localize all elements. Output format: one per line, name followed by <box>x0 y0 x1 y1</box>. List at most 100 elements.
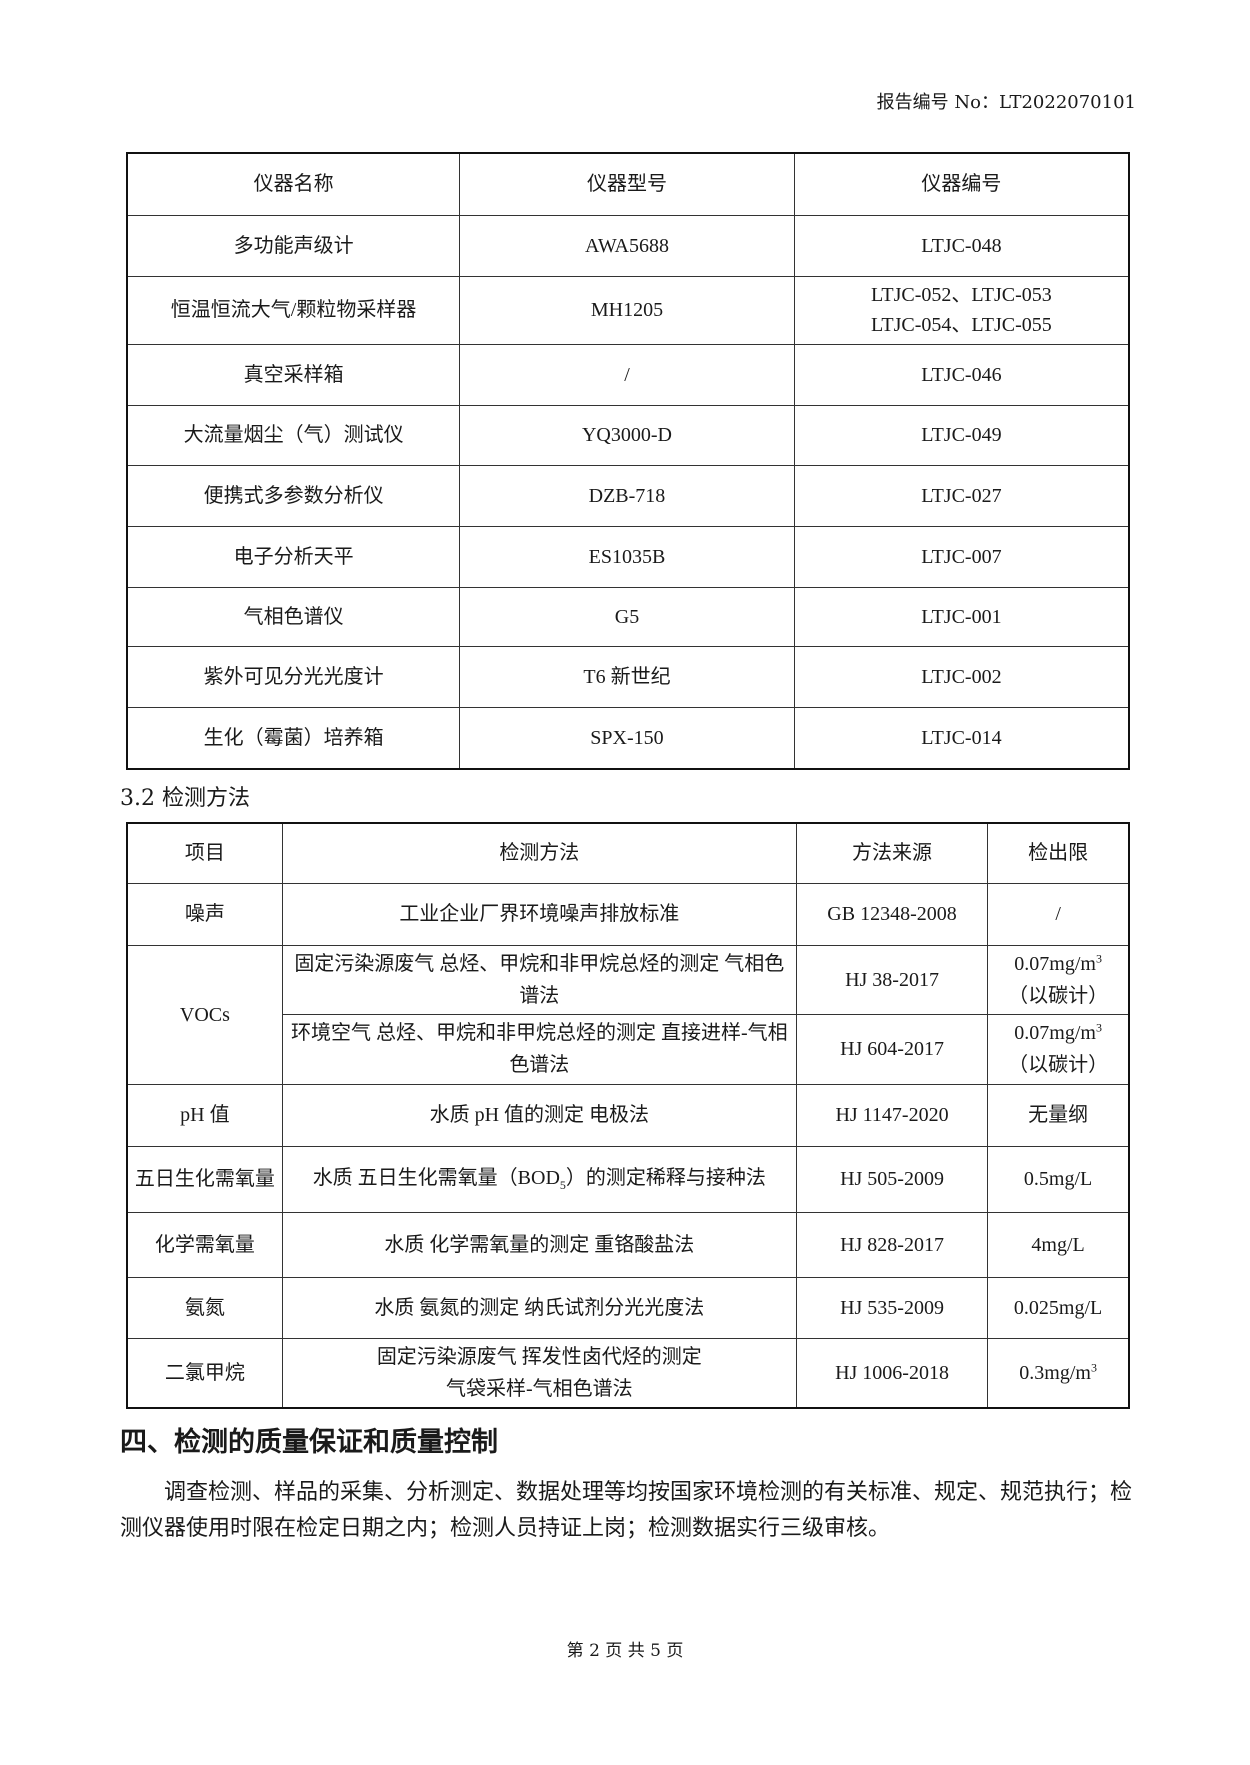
cell: HJ 505-2009 <box>795 1145 989 1213</box>
cell: AWA5688 <box>459 214 795 277</box>
report-number: 报告编号 No：LT2022070101 <box>876 92 1136 113</box>
table-row: 二氯甲烷 固定污染源废气 挥发性卤代烃的测定 气袋采样-气相色谱法 HJ 1006… <box>126 1337 1130 1409</box>
cell: LTJC-001 <box>793 586 1130 647</box>
cell: 二氯甲烷 <box>126 1337 283 1409</box>
cell: LTJC-049 <box>793 404 1130 466</box>
column-header: 检测方法 <box>281 822 797 884</box>
column-header: 仪器型号 <box>459 152 795 216</box>
cell: 大流量烟尘（气）测试仪 <box>126 404 461 466</box>
serial-line: LTJC-052、LTJC-053 <box>871 284 1052 306</box>
cell: 真空采样箱 <box>126 343 461 406</box>
cell: 0.5mg/L <box>987 1145 1130 1213</box>
cell: 噪声 <box>126 882 283 946</box>
cell: 多功能声级计 <box>126 214 461 277</box>
column-header: 仪器名称 <box>126 152 461 216</box>
cell: 生化（霉菌）培养箱 <box>126 706 461 770</box>
superscript: 3 <box>1095 950 1102 965</box>
cell: HJ 828-2017 <box>795 1211 989 1278</box>
cell: HJ 535-2009 <box>795 1276 989 1339</box>
cell: G5 <box>459 586 795 647</box>
cell: LTJC-027 <box>793 464 1130 527</box>
table-row: 恒温恒流大气/颗粒物采样器 MH1205 LTJC-052、LTJC-053 LTJC… <box>126 275 1130 345</box>
table-row: 便携式多参数分析仪 DZB-718 LTJC-027 <box>126 464 1130 527</box>
cell: 4mg/L <box>987 1211 1130 1278</box>
cell: LTJC-007 <box>793 525 1130 588</box>
limit: 0.07mg/m <box>1014 1022 1096 1044</box>
cell: 氨氮 <box>126 1276 283 1339</box>
cell: 便携式多参数分析仪 <box>126 464 461 527</box>
table-row: 气相色谱仪 G5 LTJC-001 <box>126 586 1130 647</box>
column-header: 仪器编号 <box>793 152 1130 216</box>
column-header: 方法来源 <box>795 822 989 884</box>
table-row: 大流量烟尘（气）测试仪 YQ3000-D LTJC-049 <box>126 404 1130 466</box>
table-row: 生化（霉菌）培养箱 SPX-150 LTJC-014 <box>126 706 1130 770</box>
instrument-table: 仪器名称 仪器型号 仪器编号 多功能声级计 AWA5688 LTJC-048 恒温恒流大气/… <box>126 152 1130 770</box>
cell: DZB-718 <box>459 464 795 527</box>
table-row: 电子分析天平 ES1035B LTJC-007 <box>126 525 1130 588</box>
cell: LTJC-052、LTJC-053 LTJC-054、LTJC-055 <box>793 275 1130 345</box>
serial-line: LTJC-054、LTJC-055 <box>871 314 1052 336</box>
cell: 水质 氨氮的测定 纳氏试剂分光光度法 <box>281 1276 797 1339</box>
cell: HJ 1147-2020 <box>795 1083 989 1147</box>
table-row: 噪声 工业企业厂界环境噪声排放标准 GB 12348-2008 / <box>126 882 1130 946</box>
table-row: 氨氮 水质 氨氮的测定 纳氏试剂分光光度法 HJ 535-2009 0.025m… <box>126 1276 1130 1339</box>
cell: 0.07mg/m3 （以碳计） <box>987 1013 1130 1085</box>
cell: YQ3000-D <box>459 404 795 466</box>
cell: pH 值 <box>126 1083 283 1147</box>
table-row: VOCs 固定污染源废气 总烃、甲烷和非甲烷总烃的测定 气相色谱法 HJ 38-… <box>126 944 1130 1085</box>
text: 固定污染源废气 挥发性卤代烃的测定 <box>376 1345 702 1368</box>
table-row: 真空采样箱 / LTJC-046 <box>126 343 1130 406</box>
cell: 0.025mg/L <box>987 1276 1130 1339</box>
cell: SPX-150 <box>459 706 795 770</box>
cell: 紫外可见分光光度计 <box>126 645 461 708</box>
cell: 恒温恒流大气/颗粒物采样器 <box>126 275 461 345</box>
cell: LTJC-048 <box>793 214 1130 277</box>
note: （以碳计） <box>1008 1054 1109 1076</box>
cell: 固定污染源废气 总烃、甲烷和非甲烷总烃的测定 气相色谱法 <box>281 944 797 1015</box>
cell: 电子分析天平 <box>126 525 461 588</box>
cell: 化学需氧量 <box>126 1211 283 1278</box>
cell: GB 12348-2008 <box>795 882 989 946</box>
cell: 环境空气 总烃、甲烷和非甲烷总烃的测定 直接进样-气相色谱法 <box>281 1013 797 1085</box>
table-row: 环境空气 总烃、甲烷和非甲烷总烃的测定 直接进样-气相色谱法 HJ 604-20… <box>127 1013 1130 1085</box>
cell: 0.07mg/m3 （以碳计） <box>987 944 1130 1015</box>
cell: ES1035B <box>459 525 795 588</box>
table-row: 紫外可见分光光度计 T6 新世纪 LTJC-002 <box>126 645 1130 708</box>
cell: HJ 1006-2018 <box>795 1337 989 1409</box>
paragraph: 调查检测、样品的采集、分析测定、数据处理等均按国家环境检测的有关标准、规定、规范… <box>120 1480 1133 1541</box>
table-row: 化学需氧量 水质 化学需氧量的测定 重铬酸盐法 HJ 828-2017 4mg/… <box>126 1211 1130 1278</box>
text: 水质 五日生化需氧量（BOD <box>312 1167 560 1190</box>
cell: 五日生化需氧量 <box>126 1145 283 1213</box>
cell: HJ 604-2017 <box>795 1013 989 1085</box>
cell: LTJC-002 <box>793 645 1130 708</box>
cell: / <box>459 343 795 406</box>
cell: LTJC-014 <box>793 706 1130 770</box>
cell: MH1205 <box>459 275 795 345</box>
page-footer: 第 2 页 共 5 页 <box>566 1641 684 1661</box>
cell: 固定污染源废气 挥发性卤代烃的测定 气袋采样-气相色谱法 <box>281 1337 797 1409</box>
superscript: 3 <box>1095 1020 1102 1035</box>
cell: VOCs <box>126 944 283 1085</box>
cell: 工业企业厂界环境噪声排放标准 <box>281 882 797 946</box>
method-table: 项目 检测方法 方法来源 检出限 噪声 工业企业厂界环境噪声排放标准 GB 12… <box>126 822 1130 1409</box>
cell: T6 新世纪 <box>459 645 795 708</box>
limit: 0.07mg/m <box>1014 952 1096 975</box>
section-title: 3.2 检测方法 <box>120 786 250 811</box>
table-header-row: 项目 检测方法 方法来源 检出限 <box>126 822 1130 884</box>
subscript: 5 <box>559 1178 566 1193</box>
cell: 0.3mg/m3 <box>987 1337 1130 1409</box>
limit: 0.3mg/m <box>1019 1361 1091 1384</box>
cell: 水质 五日生化需氧量（BOD5）的测定稀释与接种法 <box>281 1145 797 1213</box>
table-header-row: 仪器名称 仪器型号 仪器编号 <box>126 152 1130 216</box>
cell: LTJC-046 <box>793 343 1130 406</box>
table-row: pH 值 水质 pH 值的测定 电极法 HJ 1147-2020 无量纲 <box>126 1083 1130 1147</box>
cell: 水质 化学需氧量的测定 重铬酸盐法 <box>281 1211 797 1278</box>
text: ）的测定稀释与接种法 <box>565 1167 766 1190</box>
cell: 水质 pH 值的测定 电极法 <box>281 1083 797 1147</box>
cell: HJ 38-2017 <box>795 944 989 1015</box>
superscript: 3 <box>1090 1360 1097 1375</box>
note: （以碳计） <box>1008 984 1109 1007</box>
column-header: 检出限 <box>987 822 1130 884</box>
section-heading: 四、检测的质量保证和质量控制 <box>120 1427 498 1458</box>
